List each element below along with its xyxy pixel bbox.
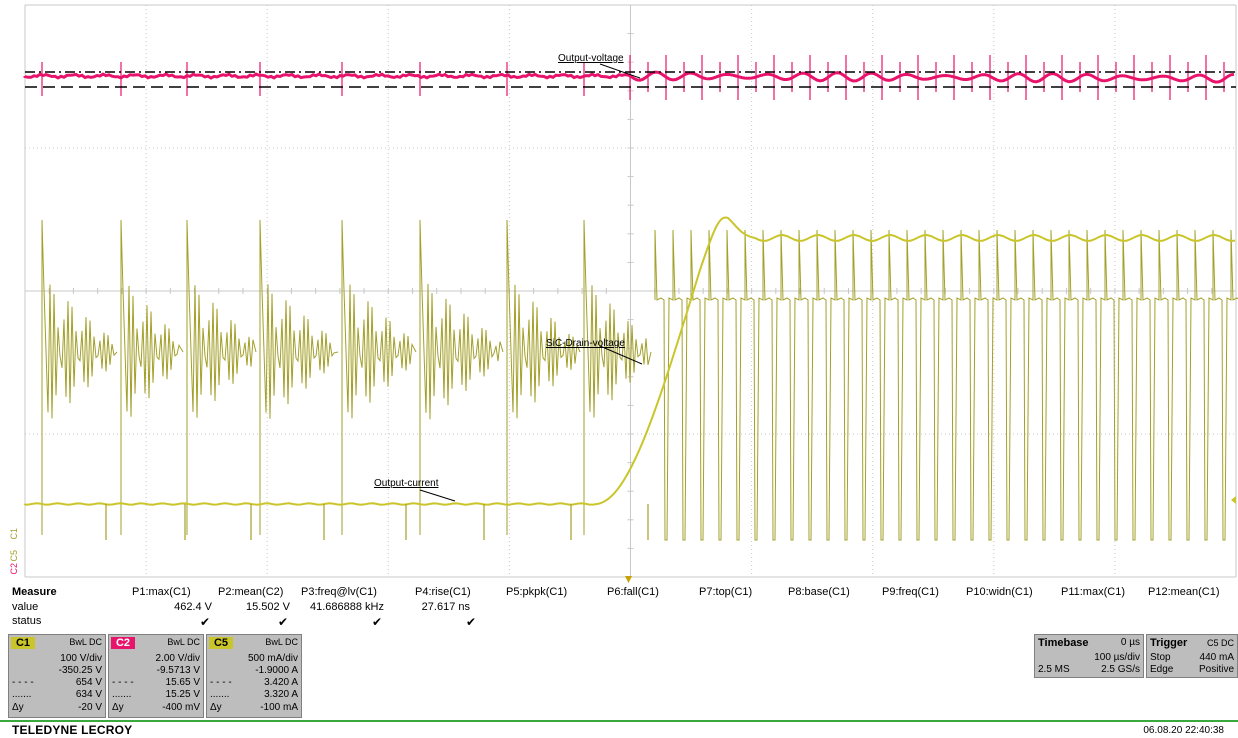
sic-drain-leader — [599, 345, 643, 365]
param-p8-name[interactable]: P8:base(C1) — [788, 586, 850, 598]
trigger-position-marker — [625, 576, 632, 583]
param-p2-status-check-icon: ✔ — [277, 615, 288, 629]
trigger-slope: Positive — [1198, 664, 1234, 675]
param-p1-name[interactable]: P1:max(C1) — [132, 586, 191, 598]
graticule — [24, 4, 1237, 578]
trigger-level: 440 mA — [1199, 652, 1234, 663]
channel-c1-offset: -350.25 V — [58, 665, 102, 676]
channel-c2-delta-label: Δy — [112, 702, 124, 713]
sic-drain-voltage-label: SiC-Drain-voltage — [546, 338, 625, 349]
param-p1-status-check-icon: ✔ — [199, 615, 210, 629]
param-p4-value: 27.617 ns — [421, 601, 470, 613]
timestamp: 06.08.20 22:40:38 — [1143, 725, 1224, 736]
channel-c2-cursor1: 15.65 V — [165, 677, 200, 688]
cursor2-dot-icon: ....... — [12, 689, 32, 700]
param-p12-name[interactable]: P12:mean(C1) — [1148, 586, 1220, 598]
sic-drain-voltage-switching — [654, 229, 1238, 541]
measure-title: Measure — [12, 586, 57, 598]
channel-c5-badge: C5 — [209, 637, 233, 649]
channel-c1-badge: C1 — [11, 637, 35, 649]
channel-c5-delta: -100 mA — [260, 702, 298, 713]
param-p3-value: 41.686888 kHz — [310, 601, 384, 613]
trigger-descriptor[interactable]: Trigger C5 DC Stop 440 mA Edge Positive — [1146, 634, 1238, 678]
channel-marker-c2: C2 — [9, 563, 19, 575]
channel-c1-cursor2: 634 V — [75, 689, 102, 700]
channel-c5-descriptor[interactable]: C5 BwL DC 500 mA/div -1.9000 A - - - - 3… — [206, 634, 302, 718]
param-p4-name[interactable]: P4:rise(C1) — [415, 586, 471, 598]
channel-c2-vdiv: 2.00 V/div — [155, 653, 200, 664]
output-voltage-trace — [23, 70, 1235, 84]
output-voltage-label: Output-voltage — [558, 53, 624, 64]
trigger-mode: Stop — [1150, 652, 1171, 663]
footer-divider — [0, 720, 1238, 722]
cursor2-dot-icon: ....... — [112, 689, 132, 700]
output-voltage-leader — [599, 63, 641, 79]
param-p11-name[interactable]: P11:max(C1) — [1061, 586, 1125, 598]
param-p2-value: 15.502 V — [245, 601, 290, 613]
channel-c5-coupling: BwL DC — [265, 637, 298, 647]
channel-c5-cursor2: 3.320 A — [264, 689, 298, 700]
waveforms — [23, 55, 1238, 541]
channel-c1-delta: -20 V — [78, 702, 102, 713]
timebase-title: Timebase — [1038, 637, 1089, 649]
output-current-trace — [24, 216, 1236, 506]
param-p9-name[interactable]: P9:freq(C1) — [882, 586, 939, 598]
timebase-tdiv: 100 µs/div — [1094, 652, 1140, 663]
channel-marker-c1: C1 — [9, 528, 19, 540]
channel-c2-badge: C2 — [111, 637, 135, 649]
measure-status-row: status ✔ ✔ ✔ ✔ — [0, 615, 1238, 629]
channel-c5-cursor1: 3.420 A — [264, 677, 298, 688]
measure-header-row: Measure P1:max(C1) P2:mean(C2) P3:freq@l… — [0, 586, 1238, 599]
timebase-samples: 2.5 MS — [1038, 664, 1070, 675]
channel-c1-cursor1: 654 V — [75, 677, 102, 688]
param-p6-name[interactable]: P6:fall(C1) — [607, 586, 659, 598]
timebase-rate: 2.5 GS/s — [1101, 664, 1140, 675]
trigger-source: C5 DC — [1206, 638, 1234, 648]
channel-c1-vdiv: 100 V/div — [60, 653, 102, 664]
channel-c5-delta-label: Δy — [210, 702, 222, 713]
cursor1-dash-icon: - - - - — [12, 677, 34, 688]
param-p5-name[interactable]: P5:pkpk(C1) — [506, 586, 568, 598]
channel-marker-c5: C5 — [9, 550, 19, 562]
measure-value-label: value — [12, 601, 39, 613]
measure-status-label: status — [12, 615, 42, 627]
param-p10-name[interactable]: P10:widn(C1) — [966, 586, 1033, 598]
trigger-title: Trigger — [1150, 637, 1188, 649]
channel-c1-coupling: BwL DC — [69, 637, 102, 647]
timebase-delay: 0 µs — [1120, 637, 1140, 648]
measure-table[interactable]: Measure P1:max(C1) P2:mean(C2) P3:freq@l… — [0, 586, 1238, 632]
channel-c5-offset: -1.9000 A — [255, 665, 298, 676]
cursor2-dot-icon: ....... — [210, 689, 230, 700]
param-p3-status-check-icon: ✔ — [371, 615, 382, 629]
sic-drain-negative-spikes — [105, 504, 649, 540]
trigger-level-marker — [1231, 496, 1236, 504]
param-p3-name[interactable]: P3:freq@lv(C1) — [301, 586, 377, 598]
output-current-leader — [419, 489, 456, 502]
channel-c2-offset: -9.5713 V — [156, 665, 200, 676]
trigger-type: Edge — [1150, 664, 1174, 675]
channel-c5-vdiv: 500 mA/div — [247, 653, 298, 664]
measure-value-row: value 462.4 V 15.502 V 41.686888 kHz 27.… — [0, 601, 1238, 614]
scope-display — [23, 4, 1238, 583]
channel-c2-descriptor[interactable]: C2 BwL DC 2.00 V/div -9.5713 V - - - - 1… — [108, 634, 204, 718]
channel-c2-delta: -400 mV — [162, 702, 200, 713]
cursor1-dash-icon: - - - - — [210, 677, 232, 688]
timebase-descriptor[interactable]: Timebase 0 µs 100 µs/div 2.5 MS 2.5 GS/s — [1034, 634, 1144, 678]
output-current-label: Output-current — [374, 478, 439, 489]
param-p7-name[interactable]: P7:top(C1) — [699, 586, 753, 598]
param-p2-name[interactable]: P2:mean(C2) — [218, 586, 284, 598]
param-p4-status-check-icon: ✔ — [465, 615, 476, 629]
channel-c2-cursor2: 15.25 V — [165, 689, 200, 700]
param-p1-value: 462.4 V — [174, 601, 212, 613]
cursor1-dash-icon: - - - - — [112, 677, 134, 688]
channel-c2-coupling: BwL DC — [167, 637, 200, 647]
channel-c1-delta-label: Δy — [12, 702, 24, 713]
sic-drain-voltage-trace — [41, 219, 652, 535]
brand-logo: TELEDYNE LECROY — [12, 723, 133, 737]
output-voltage-spikes — [41, 55, 1225, 100]
channel-c1-descriptor[interactable]: C1 BwL DC 100 V/div -350.25 V - - - - 65… — [8, 634, 106, 718]
